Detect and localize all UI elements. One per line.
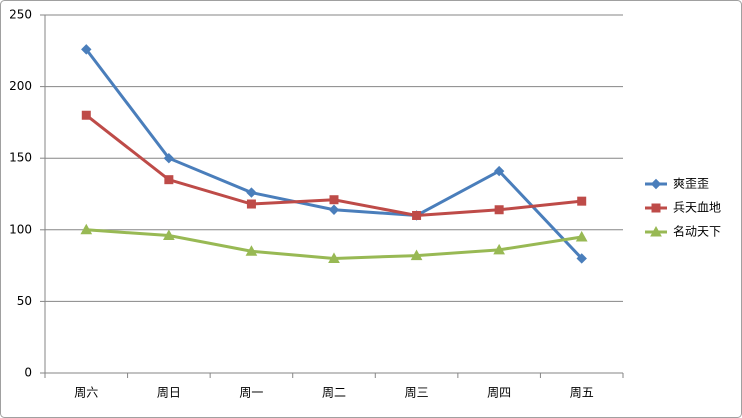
x-tick-label: 周日 — [157, 386, 181, 400]
x-tick-label: 周四 — [487, 386, 511, 400]
marker — [412, 210, 422, 220]
marker — [163, 229, 175, 241]
marker — [494, 205, 504, 215]
marker — [245, 245, 258, 256]
y-tick-label: 200 — [9, 79, 32, 93]
legend-label: 名动天下 — [673, 224, 721, 239]
marker — [575, 230, 588, 242]
marker — [493, 165, 505, 177]
marker — [246, 187, 257, 198]
marker — [328, 252, 340, 263]
marker — [246, 199, 256, 209]
legend-marker — [650, 225, 662, 237]
y-tick-label: 0 — [24, 366, 32, 380]
marker — [493, 243, 505, 255]
marker — [81, 110, 91, 120]
marker — [577, 196, 587, 206]
marker — [576, 253, 587, 264]
marker — [329, 195, 339, 205]
marker — [80, 223, 93, 235]
x-tick-label: 周五 — [570, 386, 594, 400]
y-tick-label: 50 — [17, 294, 32, 308]
legend-marker — [651, 203, 661, 213]
x-tick-label: 周一 — [239, 386, 263, 400]
marker — [163, 152, 175, 164]
x-tick-label: 周三 — [405, 386, 429, 400]
legend-label: 爽歪歪 — [673, 177, 709, 191]
x-tick-label: 周六 — [74, 386, 98, 400]
legend-label: 兵天血地 — [673, 201, 721, 215]
marker — [81, 44, 92, 55]
legend-marker — [650, 178, 662, 190]
marker — [164, 175, 174, 185]
y-tick-label: 250 — [9, 8, 32, 22]
marker — [328, 204, 340, 215]
marker — [410, 249, 423, 261]
x-tick-label: 周二 — [322, 386, 346, 400]
y-tick-label: 150 — [9, 151, 32, 165]
y-tick-label: 100 — [9, 222, 32, 236]
